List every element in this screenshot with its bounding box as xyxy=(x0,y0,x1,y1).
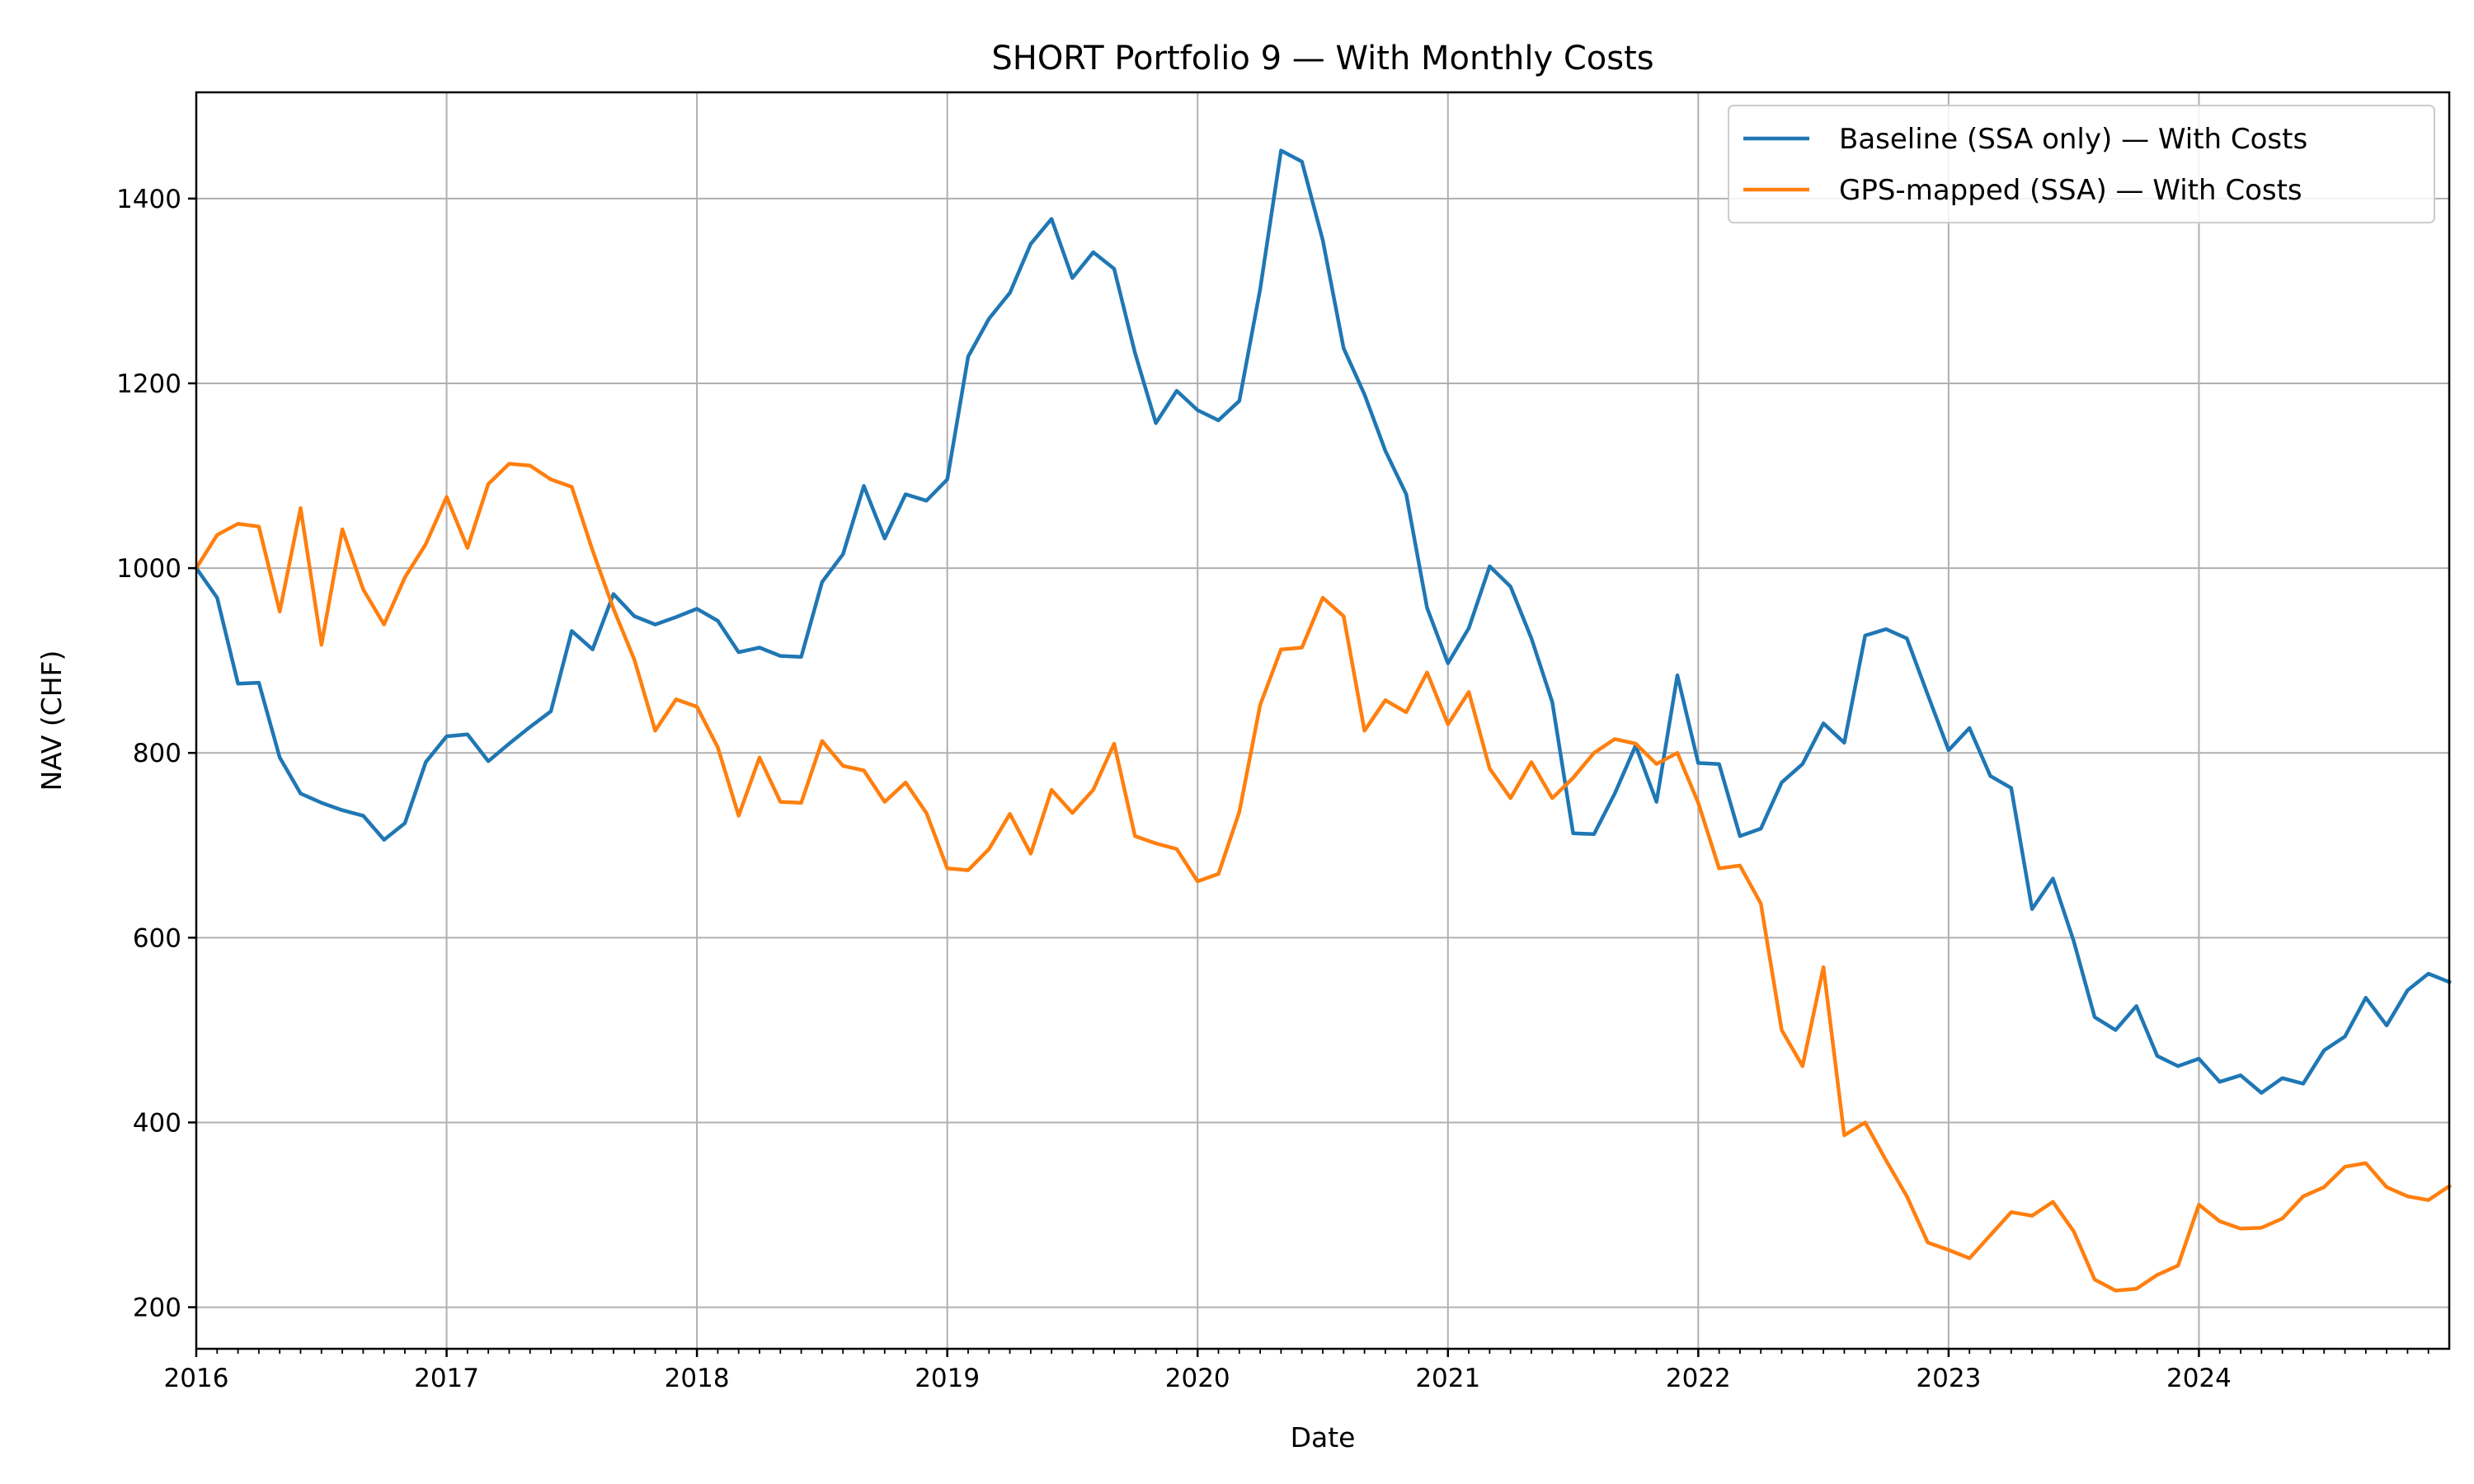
x-tick-label: 2018 xyxy=(665,1364,730,1393)
y-tick-label: 1000 xyxy=(116,554,181,584)
y-tick-label: 800 xyxy=(133,739,181,768)
legend-label-baseline: Baseline (SSA only) — With Costs xyxy=(1839,123,2307,156)
chart-title: SHORT Portfolio 9 — With Monthly Costs xyxy=(991,40,1653,77)
series-line-baseline xyxy=(193,148,2452,1095)
x-tick-label: 2021 xyxy=(1415,1364,1480,1393)
series-line-gps-mapped xyxy=(193,462,2453,1293)
y-axis-label: NAV (CHF) xyxy=(35,650,68,791)
y-tick-label: 400 xyxy=(133,1108,181,1138)
series-layer xyxy=(193,148,2453,1293)
x-tick-label: 2020 xyxy=(1165,1364,1230,1393)
x-tick-label: 2023 xyxy=(1916,1364,1981,1393)
y-tick-label: 1200 xyxy=(116,369,181,399)
legend-box xyxy=(1728,105,2435,223)
y-tick-label: 200 xyxy=(133,1294,181,1323)
legend-label-gps-mapped: GPS-mapped (SSA) — With Costs xyxy=(1839,174,2302,207)
x-tick-label: 2017 xyxy=(414,1364,479,1393)
x-tick-label: 2024 xyxy=(2166,1364,2232,1393)
y-tick-label: 1400 xyxy=(116,185,181,214)
x-tick-label: 2019 xyxy=(915,1364,980,1393)
x-axis-label: Date xyxy=(1291,1421,1356,1453)
x-tick-label: 2022 xyxy=(1666,1364,1731,1393)
y-tick-label: 600 xyxy=(133,923,181,953)
legend: Baseline (SSA only) — With Costs GPS-map… xyxy=(1728,105,2435,223)
ticks: 200 400 600 800 1000 1200 1400 2016 2017 2018 2019… xyxy=(116,185,2429,1393)
x-tick-label: 2016 xyxy=(164,1364,229,1393)
